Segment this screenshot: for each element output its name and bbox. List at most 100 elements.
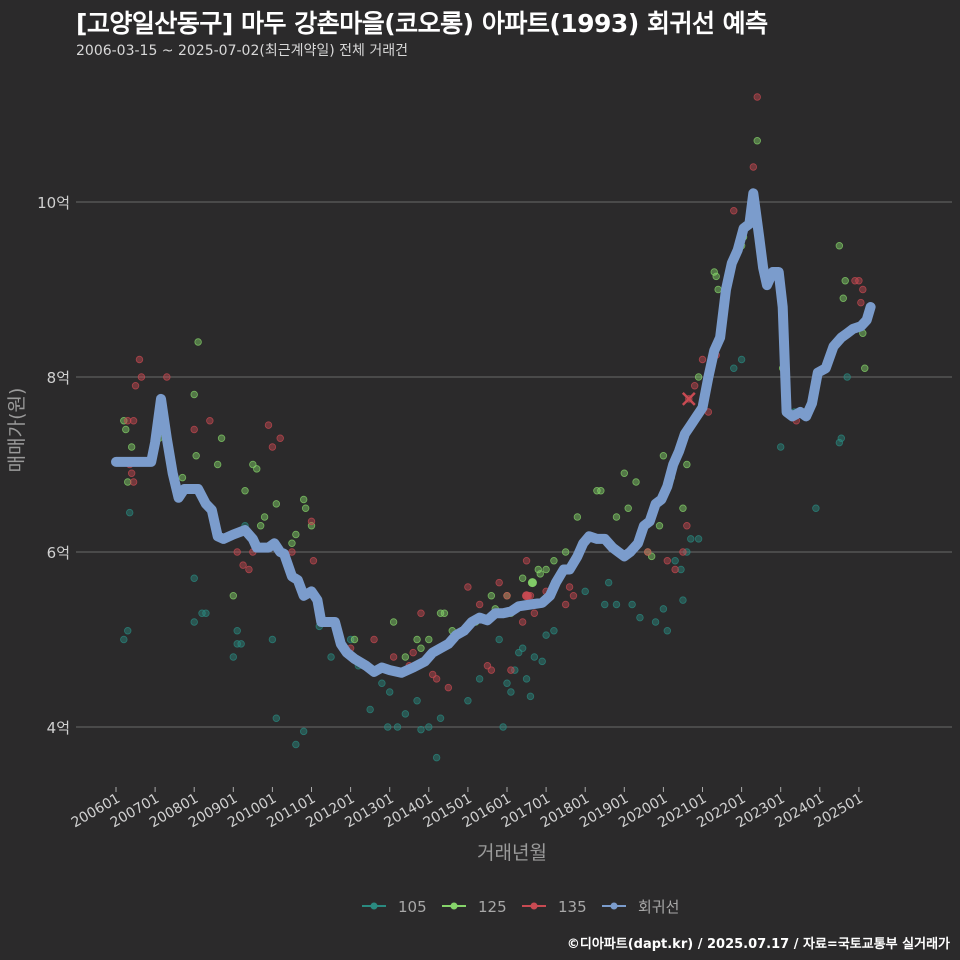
point-135 — [487, 666, 496, 674]
legend-swatch-dot — [610, 902, 618, 910]
point-135 — [370, 635, 378, 644]
y-tick-label: 10억 — [37, 194, 70, 212]
x-axis: 2006012007012008012009012010012011012012… — [69, 787, 866, 831]
point-105 — [542, 631, 550, 639]
point-125 — [655, 522, 664, 530]
point-105 — [628, 600, 636, 609]
point-125 — [213, 460, 222, 469]
point-135 — [518, 618, 527, 626]
grid-lines — [76, 201, 952, 728]
point-135 — [190, 425, 198, 434]
point-105 — [393, 723, 402, 731]
point-135 — [417, 609, 425, 617]
point-105 — [190, 574, 198, 582]
point-105 — [550, 627, 558, 635]
point-105 — [198, 609, 206, 617]
point-105 — [581, 587, 589, 596]
point-105 — [526, 692, 535, 701]
point-105 — [499, 723, 507, 731]
y-axis: 4억 6억 8억 10억 — [37, 194, 70, 737]
point-105 — [378, 679, 386, 687]
point-125 — [122, 425, 130, 434]
point-125 — [679, 504, 687, 512]
latest-point-marker — [681, 391, 696, 406]
point-105 — [124, 627, 132, 635]
point-105 — [812, 504, 820, 512]
point-135 — [530, 609, 539, 617]
point-105 — [503, 679, 511, 687]
point-135 — [857, 298, 865, 307]
point-105 — [511, 666, 519, 674]
point-105 — [671, 557, 679, 565]
point-105 — [683, 548, 691, 556]
point-105 — [386, 688, 394, 696]
point-125 — [710, 268, 718, 276]
point-135 — [276, 434, 284, 442]
point-135 — [135, 355, 144, 364]
point-135 — [409, 648, 417, 657]
point-105 — [292, 740, 300, 749]
point-125 — [425, 635, 433, 644]
point-135 — [268, 443, 277, 451]
point-105 — [401, 710, 410, 718]
y-tick-label: 8억 — [47, 369, 70, 387]
point-105 — [233, 627, 241, 635]
point-105 — [687, 535, 695, 543]
legend-swatch-dot — [450, 902, 458, 910]
chart-title: [고양일산동구] 마두 강촌마을(코오롱) 아파트(1993) 회귀선 예측 — [76, 9, 768, 38]
point-105 — [518, 644, 527, 652]
point-125 — [753, 137, 761, 145]
point-125 — [536, 570, 544, 578]
point-125 — [178, 473, 187, 482]
point-105 — [384, 723, 392, 731]
point-135 — [124, 417, 132, 425]
point-105 — [475, 675, 484, 683]
legend-label: 105 — [398, 898, 427, 916]
point-105 — [837, 434, 846, 442]
point-125 — [835, 242, 844, 250]
point-105 — [202, 609, 210, 617]
point-105 — [659, 605, 668, 613]
point-135 — [389, 653, 398, 661]
point-125 — [620, 469, 628, 477]
chart-subtitle: 2006-03-15 ~ 2025-07-02(최근계약일) 전체 거래건 — [76, 43, 408, 59]
point-125 — [217, 434, 226, 442]
point-125 — [389, 618, 398, 626]
point-105 — [612, 600, 621, 609]
legend-swatch-dot — [530, 902, 538, 910]
point-135 — [565, 583, 574, 591]
point-105 — [346, 635, 355, 644]
point-125 — [518, 574, 527, 582]
regression-line — [111, 188, 876, 678]
point-135 — [851, 277, 859, 285]
point-105 — [835, 438, 844, 447]
point-105 — [737, 355, 746, 364]
point-105 — [237, 640, 245, 648]
point-135 — [644, 548, 652, 556]
point-105 — [601, 600, 609, 609]
point-135 — [206, 417, 214, 425]
point-125 — [683, 460, 691, 469]
legend-label: 125 — [478, 898, 507, 916]
point-135 — [698, 355, 707, 364]
point-135 — [753, 93, 761, 101]
point-105 — [679, 596, 687, 604]
point-125 — [120, 417, 128, 425]
point-125 — [241, 487, 249, 495]
point-135 — [679, 548, 687, 556]
point-125 — [417, 644, 425, 652]
point-125 — [436, 609, 445, 617]
highlight-point-135 — [522, 591, 532, 601]
point-135 — [309, 557, 318, 565]
point-135 — [307, 517, 316, 526]
point-135 — [239, 561, 247, 569]
point-125 — [292, 530, 300, 539]
point-125 — [593, 487, 601, 495]
point-105 — [636, 613, 644, 622]
legend-swatch-dot — [370, 902, 378, 910]
point-135 — [163, 373, 171, 381]
point-125 — [272, 500, 281, 508]
point-135 — [444, 683, 453, 692]
point-125 — [192, 452, 200, 460]
point-135 — [507, 666, 515, 674]
